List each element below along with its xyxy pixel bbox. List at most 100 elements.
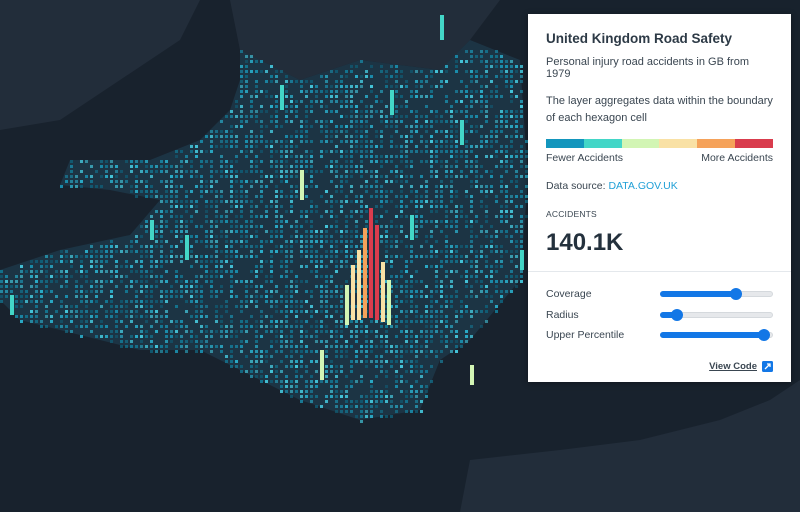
hex-cell <box>200 175 203 178</box>
hex-cell <box>200 260 203 263</box>
hex-cell <box>285 80 288 83</box>
hex-cell <box>450 110 453 113</box>
hex-cell <box>195 345 198 348</box>
hex-cell <box>450 155 453 158</box>
view-code-link[interactable]: View Code <box>709 361 773 372</box>
hex-cell <box>75 295 78 298</box>
hex-cell <box>90 300 93 303</box>
hex-cell <box>165 260 168 263</box>
hex-cell <box>455 230 458 233</box>
hex-cell <box>125 325 128 328</box>
hex-cell <box>300 90 303 93</box>
upper-percentile-slider[interactable] <box>660 329 773 342</box>
hex-cell <box>465 220 468 223</box>
hex-cell <box>425 355 428 358</box>
hex-cell <box>240 125 243 128</box>
hex-cell <box>345 165 348 168</box>
hex-cell <box>205 160 208 163</box>
hex-cell <box>410 175 413 178</box>
hex-cell <box>470 235 473 238</box>
hex-cell <box>430 140 433 143</box>
hex-cell <box>395 165 398 168</box>
hex-cell <box>110 330 113 333</box>
hex-cell <box>315 265 318 268</box>
hex-cell <box>115 175 118 178</box>
hex-cell <box>285 380 288 383</box>
hex-cell <box>195 280 198 283</box>
coverage-slider[interactable] <box>660 288 773 301</box>
hex-cell <box>385 395 388 398</box>
hex-cell <box>225 215 228 218</box>
hex-cell <box>510 180 513 183</box>
hex-cell <box>75 310 78 313</box>
hex-cell <box>180 335 183 338</box>
hex-cell <box>150 290 153 293</box>
hex-cell <box>520 105 523 108</box>
hex-cell <box>395 90 398 93</box>
coverage-slider-thumb[interactable] <box>729 288 742 301</box>
hex-cell <box>355 290 358 293</box>
hex-cell <box>340 390 343 393</box>
hex-cell <box>345 395 348 398</box>
hex-cell <box>345 250 348 253</box>
hex-cell <box>135 240 138 243</box>
hex-cell <box>370 65 373 68</box>
hex-cell <box>350 400 353 403</box>
hex-cell <box>250 55 253 58</box>
hex-cell <box>415 195 418 198</box>
hex-cell <box>260 150 263 153</box>
hex-cell <box>130 185 133 188</box>
data-source-link[interactable]: DATA.GOV.UK <box>608 180 678 192</box>
hex-cell <box>450 250 453 253</box>
hex-cell <box>295 115 298 118</box>
hex-cell <box>440 115 443 118</box>
hex-cell <box>485 305 488 308</box>
hex-cell <box>380 110 383 113</box>
hex-cell <box>475 235 478 238</box>
radius-slider[interactable] <box>660 308 773 321</box>
hex-cell <box>370 170 373 173</box>
hex-cell <box>430 335 433 338</box>
hex-cell <box>360 170 363 173</box>
upper-percentile-slider-thumb[interactable] <box>757 329 770 342</box>
hex-cell <box>445 95 448 98</box>
hex-cell <box>320 240 323 243</box>
hex-cell <box>230 110 233 113</box>
hex-cell <box>250 130 253 133</box>
hex-cell <box>410 110 413 113</box>
data-source: Data source: DATA.GOV.UK <box>546 180 773 192</box>
hex-cell <box>520 190 523 193</box>
hex-cell <box>155 245 158 248</box>
hex-cell <box>300 265 303 268</box>
hex-cell <box>385 320 388 323</box>
hex-cell <box>220 200 223 203</box>
hex-cell <box>250 210 253 213</box>
hex-cell <box>320 285 323 288</box>
hex-cell <box>505 155 508 158</box>
hex-cell <box>40 295 43 298</box>
hex-cell <box>30 310 33 313</box>
hex-cell <box>230 165 233 168</box>
hex-cell <box>485 235 488 238</box>
hex-cell <box>95 185 98 188</box>
hex-cell <box>190 200 193 203</box>
hex-cell <box>405 345 408 348</box>
hex-cell <box>245 320 248 323</box>
hex-cell <box>210 220 213 223</box>
hex-cell <box>70 160 73 163</box>
radius-slider-thumb[interactable] <box>670 308 683 321</box>
hex-cell <box>485 75 488 78</box>
hex-cell <box>85 310 88 313</box>
hex-cell <box>485 100 488 103</box>
hex-cell <box>380 325 383 328</box>
hex-cell <box>150 345 153 348</box>
hex-cell <box>460 255 463 258</box>
hex-cell <box>215 135 218 138</box>
hex-cell <box>395 285 398 288</box>
hex-cell <box>395 325 398 328</box>
hex-cell <box>490 265 493 268</box>
hex-cell <box>445 315 448 318</box>
hex-cell <box>385 370 388 373</box>
hex-cell <box>245 240 248 243</box>
hex-cell <box>385 195 388 198</box>
